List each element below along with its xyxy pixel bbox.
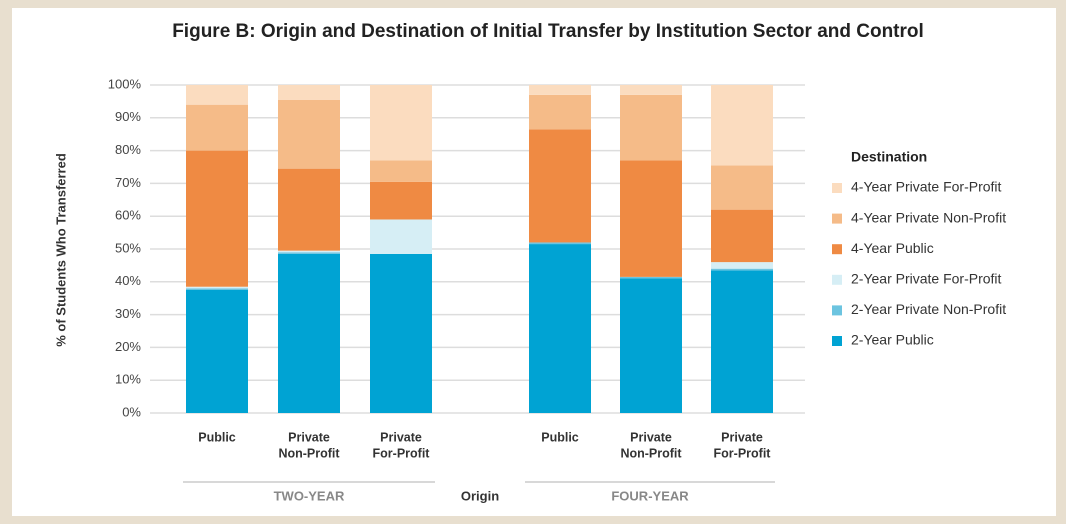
bar-segment	[529, 94, 591, 130]
bar-segment	[370, 219, 432, 254]
bar-segment	[370, 181, 432, 220]
x-tick-label: For-Profit	[714, 446, 772, 460]
legend-label: 2-Year Private For-Profit	[851, 271, 1002, 287]
x-tick-label: Non-Profit	[278, 446, 340, 460]
y-axis-label: % of Students Who Transferred	[53, 153, 68, 347]
legend-swatch	[832, 305, 842, 316]
legend-label: 4-Year Private Non-Profit	[851, 209, 1006, 225]
bar-segment	[186, 85, 248, 105]
legend-swatch	[832, 183, 842, 193]
y-tick-label: 100%	[108, 76, 142, 91]
y-tick-label: 60%	[115, 208, 141, 223]
bar-segment	[620, 276, 682, 279]
group-label: TWO-YEAR	[274, 488, 345, 503]
x-tick-label: Public	[541, 430, 579, 444]
legend-swatch	[832, 274, 842, 285]
y-tick-label: 90%	[115, 109, 141, 124]
group-label: FOUR-YEAR	[611, 488, 689, 503]
bar-segment	[529, 244, 591, 413]
legend-swatch	[832, 213, 842, 224]
bar-segment	[370, 160, 432, 182]
bar-segment	[711, 85, 773, 166]
legend-label: 2-Year Private Non-Profit	[851, 301, 1006, 317]
bar-segment	[620, 278, 682, 413]
bar-segment	[711, 268, 773, 271]
bar-segment	[186, 288, 248, 290]
bar-segment	[186, 290, 248, 413]
bar-segment	[529, 85, 591, 95]
legend-label: 2-Year Public	[851, 332, 934, 348]
legend-title: Destination	[851, 149, 927, 165]
y-tick-label: 0%	[122, 404, 141, 419]
x-tick-label: Private	[288, 430, 330, 444]
y-tick-label: 70%	[115, 175, 141, 190]
bar-segment	[620, 94, 682, 161]
x-tick-label: Public	[198, 430, 236, 444]
chart-title: Figure B: Origin and Destination of Init…	[172, 21, 924, 42]
x-tick-label: Non-Profit	[620, 446, 682, 460]
bar-segment	[711, 209, 773, 263]
x-tick-label: Private	[380, 430, 422, 444]
y-tick-label: 80%	[115, 142, 141, 157]
bar-segment	[186, 286, 248, 289]
bar-segment	[711, 262, 773, 269]
x-tick-label: Private	[630, 430, 672, 444]
bar-segment	[529, 129, 591, 243]
y-tick-label: 50%	[115, 240, 141, 255]
bar-segment	[278, 253, 340, 413]
bar-segment	[370, 253, 432, 413]
bar-segment	[186, 150, 248, 287]
legend-swatch	[832, 244, 842, 255]
y-tick-label: 10%	[115, 372, 141, 387]
x-tick-label: For-Profit	[373, 446, 431, 460]
y-tick-label: 40%	[115, 273, 141, 288]
bar-segment	[620, 160, 682, 277]
bar-segment	[711, 270, 773, 413]
x-axis-label: Origin	[461, 488, 499, 503]
bar-segment	[711, 165, 773, 210]
bar-segment	[620, 85, 682, 95]
y-tick-label: 30%	[115, 306, 141, 321]
y-tick-label: 20%	[115, 339, 141, 354]
bar-segment	[186, 104, 248, 151]
x-tick-label: Private	[721, 430, 763, 444]
legend-label: 4-Year Private For-Profit	[851, 179, 1002, 195]
bar-segment	[278, 99, 340, 169]
bar-segment	[278, 168, 340, 251]
bar-segment	[278, 85, 340, 100]
legend-swatch	[832, 336, 842, 346]
bar-segment	[278, 252, 340, 254]
bar-segment	[278, 250, 340, 253]
bar-segment	[529, 242, 591, 245]
legend-label: 4-Year Public	[851, 240, 934, 256]
bar-segment	[370, 85, 432, 161]
